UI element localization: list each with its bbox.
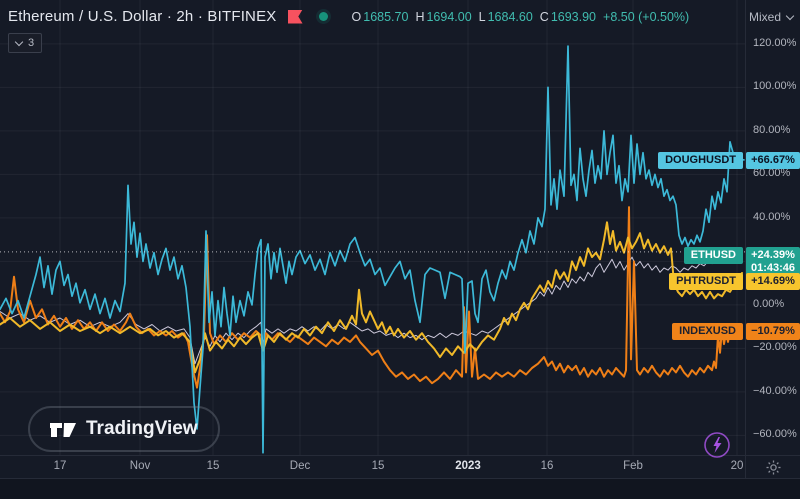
- high-value: 1694.00: [426, 9, 472, 24]
- axis-separator-horizontal: [0, 455, 800, 456]
- price-axis[interactable]: 120.00% 100.00% 80.00% 60.00% 40.00% 0.00% −20…: [746, 0, 800, 455]
- x-axis-label: 2023: [455, 460, 481, 472]
- open-label: O: [351, 9, 362, 24]
- tradingview-mark-icon: [50, 422, 76, 437]
- axis-badge-indexusd[interactable]: −10.79%: [746, 323, 800, 340]
- open-value: 1685.70: [363, 9, 409, 24]
- chart-header: Ethereum / U.S. Dollar · 2h · BITFINEX O…: [8, 8, 689, 25]
- high-label: H: [415, 9, 425, 24]
- close-label: C: [539, 9, 549, 24]
- y-axis-label: 80.00%: [753, 123, 791, 136]
- flag-icon[interactable]: [287, 9, 303, 24]
- series-phtrusdt: [0, 221, 743, 374]
- legend-collapse-button[interactable]: 3: [8, 33, 43, 53]
- x-axis-label: 15: [371, 460, 385, 472]
- close-value: 1693.90: [550, 9, 597, 24]
- chevron-down-icon: [785, 11, 795, 20]
- y-axis-label: 40.00%: [753, 210, 791, 223]
- y-axis-label: 120.00%: [753, 36, 797, 49]
- series-label-phtrusdt[interactable]: PHTRUSDT: [669, 273, 743, 290]
- change-value: +8.50 (+0.50%): [603, 9, 690, 24]
- market-status-dropdown[interactable]: Mixed: [748, 10, 795, 24]
- y-axis-label: −40.00%: [753, 384, 797, 397]
- gear-icon: [766, 460, 780, 474]
- market-status-text: Mixed: [748, 10, 781, 24]
- axis-settings-button[interactable]: [746, 456, 800, 478]
- y-axis-label: 0.00%: [753, 297, 785, 310]
- axis-badge-doughusdt[interactable]: +66.67%: [746, 152, 800, 169]
- series-label-doughusdt[interactable]: DOUGHUSDT: [658, 152, 743, 169]
- ohlc-readout: O 1685.70 H 1694.00 L 1684.60 C 1693.90 …: [352, 10, 690, 24]
- series-label-indexusd[interactable]: INDEXUSD: [672, 323, 743, 340]
- y-axis-label: −60.00%: [753, 428, 797, 441]
- symbol-title[interactable]: Ethereum / U.S. Dollar · 2h · BITFINEX: [8, 8, 277, 25]
- y-axis-label: −20.00%: [753, 341, 797, 354]
- tradingview-logo[interactable]: TradingView: [28, 406, 220, 452]
- axis-badge-phtrusdt[interactable]: +14.69%: [746, 273, 800, 290]
- axis-badge-ethusd[interactable]: +24.39% 01:43:46: [746, 247, 800, 277]
- low-label: L: [478, 9, 486, 24]
- time-axis[interactable]: 17 Nov 15 Dec 15 2023 16 Feb 20: [0, 456, 745, 478]
- market-status-icon[interactable]: [318, 12, 328, 21]
- chevron-down-icon: [14, 37, 24, 46]
- series-ethusd: [0, 251, 741, 365]
- price-chart-canvas[interactable]: [0, 0, 745, 455]
- logo-text: TradingView: [86, 418, 198, 439]
- bottom-strip: [0, 479, 800, 499]
- series-label-ethusd[interactable]: ETHUSD: [683, 247, 743, 264]
- x-axis-label: 16: [540, 460, 554, 472]
- axis-separator-vertical: [745, 0, 746, 478]
- lightning-icon[interactable]: [703, 431, 731, 459]
- x-axis-label: 15: [206, 460, 220, 472]
- y-axis-label: 60.00%: [753, 167, 791, 180]
- series-doughusdt: [0, 45, 745, 454]
- x-axis-label: Nov: [129, 460, 151, 472]
- x-axis-label: 17: [53, 460, 67, 472]
- hidden-series-count: 3: [28, 37, 35, 49]
- bottom-separator: [0, 478, 800, 479]
- x-axis-label: 20: [730, 460, 744, 472]
- x-axis-label: Feb: [623, 460, 643, 472]
- low-value: 1684.60: [487, 9, 533, 24]
- y-axis-label: 100.00%: [753, 80, 797, 93]
- x-axis-label: Dec: [289, 460, 311, 472]
- series-indexusd: [0, 206, 741, 389]
